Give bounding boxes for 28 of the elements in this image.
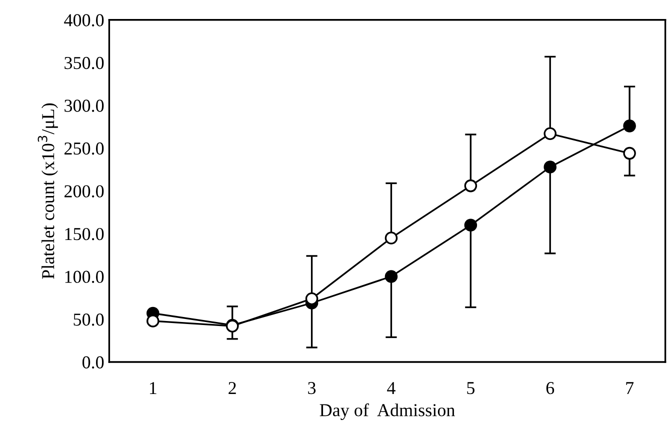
point xyxy=(464,218,478,232)
x-tick-label: 5 xyxy=(467,382,474,394)
y-tick-label: 400.0 xyxy=(64,14,104,26)
x-tick-label: 7 xyxy=(626,382,634,394)
y-tick-label: 0.0 xyxy=(82,356,104,369)
x-tick-label: 3 xyxy=(308,382,316,394)
y-tick-label: 250.0 xyxy=(64,142,104,155)
y-tick-label: 50.0 xyxy=(74,314,104,326)
point xyxy=(384,270,398,283)
x-tick-label: 4 xyxy=(387,382,396,394)
y-tick-label: 200.0 xyxy=(64,185,104,198)
y-tick-label: 100.0 xyxy=(65,270,104,283)
point xyxy=(544,127,557,140)
point xyxy=(305,292,318,306)
point xyxy=(544,160,557,174)
x-axis-title: Day of Admission xyxy=(320,403,455,420)
y-axis-title: Platelet count (x10$^{3}$/μL) xyxy=(38,103,58,279)
point xyxy=(384,232,398,244)
x-tick-label: 6 xyxy=(546,382,554,394)
point xyxy=(623,120,636,132)
x-tick-label: 1 xyxy=(150,382,156,394)
y-tick-label: 350.0 xyxy=(64,56,104,70)
point xyxy=(623,146,636,160)
x-tick-label: 2 xyxy=(228,382,236,394)
point xyxy=(146,314,160,328)
point xyxy=(464,179,478,192)
y-tick-label: 150.0 xyxy=(65,228,104,240)
y-tick-label: 300.0 xyxy=(64,100,104,112)
